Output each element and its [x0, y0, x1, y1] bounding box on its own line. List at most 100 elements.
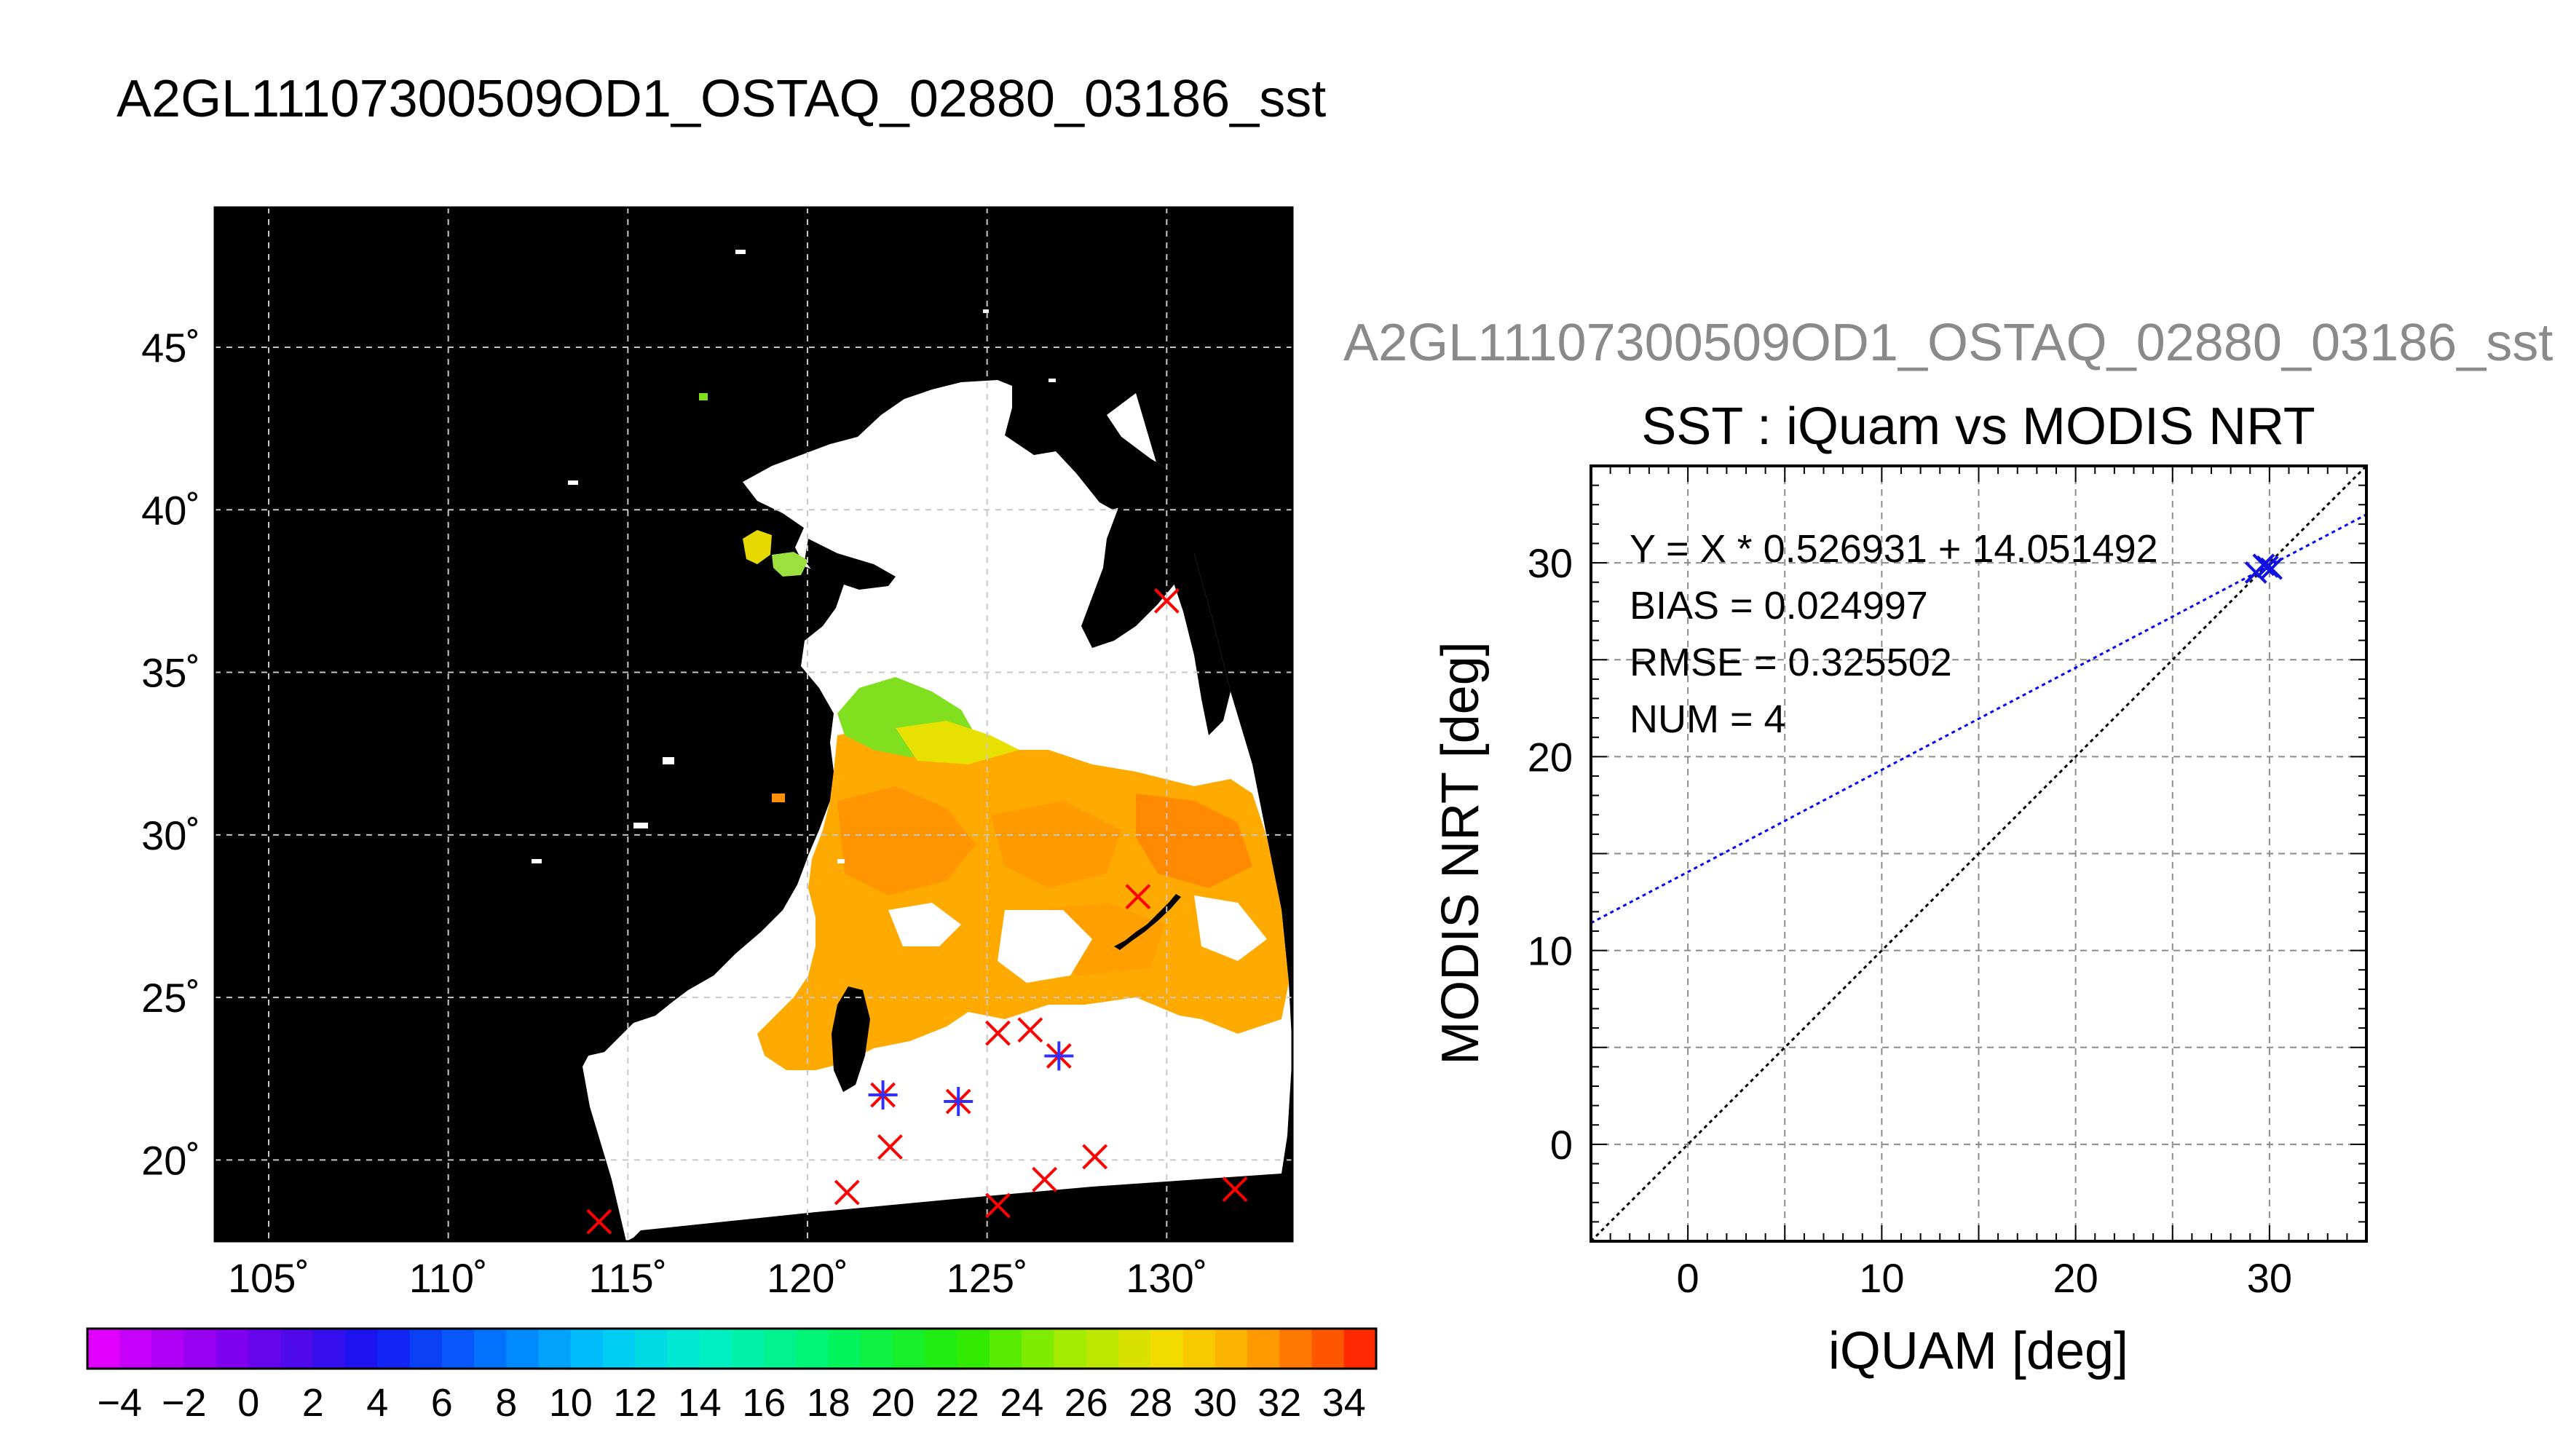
colorbar-swatch [990, 1329, 1022, 1369]
map-frame [213, 206, 1294, 1243]
colorbar-swatch [861, 1329, 893, 1369]
colorbar-tick-label: 6 [431, 1381, 453, 1425]
cloud-hole-4 [1194, 895, 1267, 961]
colorbar-swatch [732, 1329, 765, 1369]
used-matchup-marker [944, 1086, 974, 1116]
scatter-subtitle: A2GL11107300509OD1_OSTAQ_02880_03186_sst [1343, 314, 2553, 372]
colorbar-swatch [1022, 1329, 1054, 1369]
matchup-marker-stroke-b [1222, 1176, 1248, 1202]
scatter-y-tick-label: 20 [1528, 734, 1573, 780]
colorbar-tick-label: 18 [807, 1381, 850, 1425]
kyushu-land [1169, 517, 1231, 735]
matchup-marker [1153, 587, 1180, 614]
colorbar-swatch [280, 1329, 314, 1369]
matchup-marker-stroke-b [1017, 1017, 1043, 1043]
colorbar-swatch [119, 1329, 152, 1369]
colorbar-swatch [312, 1329, 346, 1369]
sst-orange-patch-2 [990, 801, 1121, 888]
colorbar-frame [86, 1327, 1378, 1370]
colorbar-swatch [796, 1329, 829, 1369]
colorbar-tick-label: 20 [871, 1381, 915, 1425]
colorbar-swatches [87, 1329, 1377, 1369]
matchup-marker-stroke-b [1032, 1166, 1058, 1192]
colorbar-swatch [506, 1329, 539, 1369]
fit-statistics: Y = X * 0.526931 + 14.051492 BIAS = 0.02… [1630, 527, 2158, 741]
scatter-y-tick-label: 10 [1528, 928, 1573, 974]
map-y-tick-label: 45˚ [141, 325, 200, 371]
y-axis-label: MODIS NRT [deg] [1431, 641, 1490, 1065]
colorbar-swatch [1311, 1329, 1345, 1369]
colorbar-swatch [1279, 1329, 1312, 1369]
colorbar-swatch [603, 1329, 636, 1369]
scatter-points [2244, 553, 2283, 584]
colorbar-swatch [216, 1329, 249, 1369]
colorbar-tick-labels: −4 −2 0 2 4 6 8 10 12 14 16 18 20 22 24 26 28 30 32 34 [97, 1381, 1365, 1425]
colorbar-tick-label: 16 [742, 1381, 786, 1425]
colorbar-tick-label: 26 [1065, 1381, 1108, 1425]
stat-num: NUM = 4 [1630, 697, 1786, 741]
island-8 [772, 794, 785, 802]
colorbar-swatch [441, 1329, 475, 1369]
scatter-y-tick-label: 30 [1528, 540, 1573, 586]
sst-bohai-yellow [743, 530, 772, 564]
map-x-tick-label: 110˚ [409, 1255, 488, 1301]
matchup-marker [586, 1208, 612, 1235]
matchup-marker [1032, 1166, 1058, 1192]
matchup-marker-stroke-b [985, 1020, 1011, 1046]
sst-bohai-green [772, 552, 808, 577]
map-y-tick-label: 30˚ [141, 812, 200, 858]
colorbar: −4 −2 0 2 4 6 8 10 12 14 16 18 20 22 24 26 28 30 32 34 [86, 1327, 1378, 1425]
colorbar-tick-label: 14 [678, 1381, 722, 1425]
map-markers [586, 587, 1248, 1235]
korea-land [1081, 437, 1194, 648]
colorbar-tick-label: 22 [936, 1381, 979, 1425]
map-x-tick-label: 120˚ [767, 1255, 848, 1301]
matchup-marker-stroke-b [834, 1179, 860, 1206]
colorbar-swatch [893, 1329, 925, 1369]
stat-fit-equation: Y = X * 0.526931 + 14.051492 [1630, 527, 2158, 571]
matchup-marker-stroke-b [1153, 587, 1180, 614]
scatter-y-tick-label: 0 [1550, 1122, 1573, 1168]
used-matchup-marker [1044, 1041, 1074, 1071]
scatter-point [2260, 557, 2283, 580]
colorbar-tick-label: 4 [366, 1381, 388, 1425]
scatter-grid [1591, 466, 2366, 1241]
island-4 [699, 393, 708, 400]
matchup-marker [1125, 884, 1151, 910]
colorbar-swatch [377, 1329, 410, 1369]
island-3 [1049, 379, 1056, 382]
colorbar-swatch [1150, 1329, 1183, 1369]
matchup-marker-stroke-b [1082, 1144, 1108, 1170]
scatter-point-stroke-b [2260, 557, 2283, 580]
china-coast-land [579, 855, 808, 1067]
scatter-title: SST : iQuam vs MODIS NRT [1641, 397, 2315, 456]
colorbar-swatch [699, 1329, 732, 1369]
map-x-tick-labels: 105˚ 110˚ 115˚ 120˚ 125˚ 130˚ [228, 1255, 1207, 1301]
colorbar-tick-label: 8 [495, 1381, 517, 1425]
map-y-tick-label: 40˚ [141, 487, 200, 533]
colorbar-swatch [248, 1329, 281, 1369]
colorbar-swatch [570, 1329, 604, 1369]
island-6 [663, 757, 674, 764]
colorbar-swatch [925, 1329, 958, 1369]
regression-fit-line [1591, 513, 2366, 925]
sst-yellow-band [896, 721, 1019, 764]
colorbar-swatch [183, 1329, 217, 1369]
colorbar-swatch [1118, 1329, 1151, 1369]
scatter-x-tick-label: 30 [2247, 1255, 2292, 1301]
colorbar-swatch [1054, 1329, 1087, 1369]
colorbar-swatch [957, 1329, 990, 1369]
colorbar-swatch [764, 1329, 797, 1369]
colorbar-swatch [1086, 1329, 1119, 1369]
matchup-marker [1082, 1144, 1108, 1170]
scatter-y-tick-labels: 0 10 20 30 [1528, 540, 1573, 1168]
colorbar-tick-label: 0 [237, 1381, 259, 1425]
cloud-hole-3 [888, 903, 961, 946]
matchup-marker-stroke-b [877, 1134, 903, 1160]
sst-orange-patch-3 [1136, 794, 1252, 888]
colorbar-swatch [1343, 1329, 1377, 1369]
stat-rmse: RMSE = 0.325502 [1630, 641, 1952, 684]
colorbar-tick-label: −4 [97, 1381, 142, 1425]
colorbar-tick-label: 30 [1193, 1381, 1237, 1425]
